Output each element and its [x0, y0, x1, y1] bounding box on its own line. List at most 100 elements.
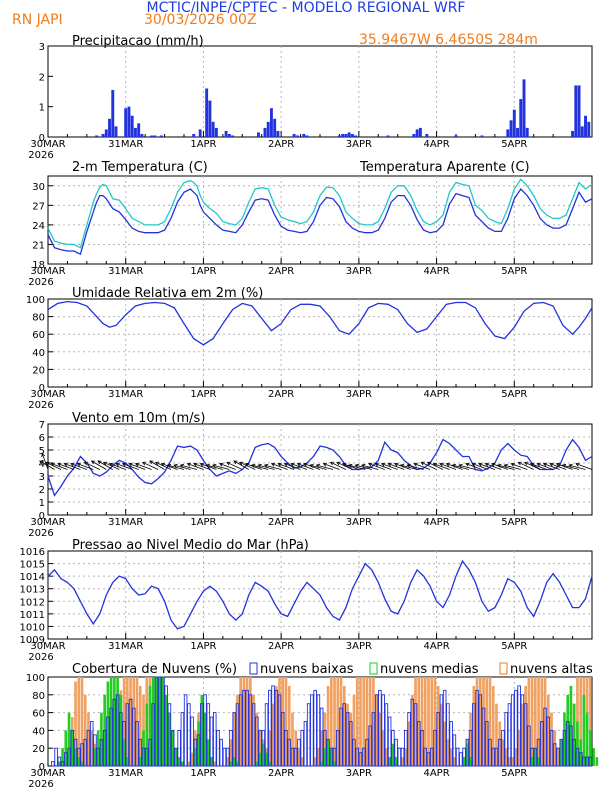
precip-bar — [412, 133, 416, 137]
cloud-bar — [504, 712, 508, 767]
cloud-bar — [115, 694, 120, 767]
precip-bar — [269, 108, 273, 137]
wind-arrowhead — [561, 463, 567, 468]
cloud-bar — [264, 703, 269, 767]
precip-bar — [344, 133, 348, 137]
cloud-bar — [562, 729, 567, 767]
y-tick-label: 20 — [32, 365, 45, 376]
cloud-bar — [67, 712, 71, 766]
cloud-bar — [112, 698, 117, 767]
cloud-bar — [145, 703, 149, 766]
cloud-bar — [67, 747, 71, 767]
cloud-bar — [530, 677, 534, 766]
precip-bar — [519, 99, 523, 137]
cloud-bar — [249, 677, 252, 766]
cloud-bar — [442, 689, 447, 767]
cloud-bar — [252, 694, 255, 766]
wind-arrowhead — [83, 461, 88, 466]
cloud-bar — [391, 743, 395, 766]
cloud-bar — [80, 677, 84, 766]
cloud-bar — [546, 694, 550, 766]
cloud-bar — [109, 707, 113, 767]
cloud-bar — [511, 757, 514, 766]
cloud-bar — [248, 694, 253, 767]
precip-bar — [571, 130, 575, 137]
y-tick-label: 60 — [32, 709, 45, 720]
cloud-bar — [404, 729, 408, 767]
wind-arrowhead — [166, 463, 172, 468]
wind-arrowhead — [336, 461, 341, 466]
wind-vector — [388, 463, 405, 470]
header-location: RN JAPI — [12, 12, 63, 28]
wind-vector — [41, 453, 49, 470]
wind-arrowhead — [510, 462, 515, 467]
wind-arrowhead — [354, 463, 359, 468]
cloud-bar — [200, 703, 204, 767]
precip-bar — [273, 118, 277, 137]
cloud-bar — [495, 703, 498, 766]
y-tick-label: 1013 — [20, 585, 45, 596]
series-line — [47, 178, 593, 249]
cloud-bar — [572, 738, 576, 767]
cloud-bar — [158, 677, 162, 766]
cloud-bar — [51, 761, 55, 767]
wind-arrowhead — [97, 460, 102, 465]
cloud-bar — [365, 677, 369, 766]
cloud-bar — [73, 738, 78, 767]
cloud-bar — [481, 707, 486, 767]
cloud-bar — [262, 743, 265, 766]
cloud-bar — [556, 747, 560, 767]
day-label: 2APR — [268, 768, 294, 779]
cloud-bar — [61, 748, 64, 766]
wind-vector — [361, 464, 379, 470]
wind-vector — [39, 460, 55, 470]
year-label: 2026 — [28, 277, 53, 288]
wind-arrowhead — [108, 462, 114, 467]
cloud-bar — [116, 677, 119, 766]
y-tick-label: 100 — [26, 673, 45, 684]
y-tick-label: 6 — [39, 433, 45, 444]
cloud-bar — [488, 677, 492, 766]
precip-bar — [257, 132, 260, 137]
wind-vector — [219, 463, 236, 470]
wind-arrowhead — [41, 452, 46, 458]
wind-vector — [504, 464, 521, 470]
cloud-bar — [585, 712, 589, 766]
cloud-bar — [326, 738, 330, 767]
cloud-bar — [210, 757, 213, 766]
cloud-bar — [576, 721, 579, 766]
legend-swatch — [369, 662, 378, 675]
wind-arrowhead — [290, 462, 295, 467]
y-tick-label: 30 — [32, 182, 45, 193]
cloud-bar — [177, 729, 181, 767]
cloud-bar — [449, 748, 453, 766]
precip-bar — [580, 126, 584, 137]
cloud-bar — [326, 739, 330, 766]
wind-vector — [316, 464, 334, 470]
cloud-bar — [333, 677, 336, 766]
cloud-bar — [300, 729, 304, 767]
wind-vector — [77, 463, 94, 470]
cloud-bar — [575, 747, 580, 767]
cloud-bar — [472, 685, 476, 766]
precip-bar — [587, 121, 591, 137]
cloud-bar — [229, 729, 233, 767]
cloud-bar — [80, 761, 84, 766]
cloud-bar — [58, 761, 61, 766]
wind-arrowhead — [270, 462, 276, 467]
precip-bar — [341, 133, 345, 137]
wind-vector — [129, 463, 146, 470]
day-label: 1APR — [190, 768, 216, 779]
cloud-bar — [589, 677, 592, 766]
wind-arrowhead — [212, 463, 217, 468]
wind-arrowhead — [329, 461, 335, 466]
cloud-bar — [478, 677, 482, 766]
wind-arrowhead — [134, 462, 140, 467]
cloud-bar — [536, 738, 541, 767]
y-tick-label: 100 — [26, 295, 45, 306]
y-tick-label: 1014 — [20, 572, 45, 583]
precip-bar — [211, 121, 215, 137]
legend-swatch — [499, 662, 508, 675]
cloud-bar — [126, 677, 129, 766]
cloud-bar — [93, 748, 97, 766]
